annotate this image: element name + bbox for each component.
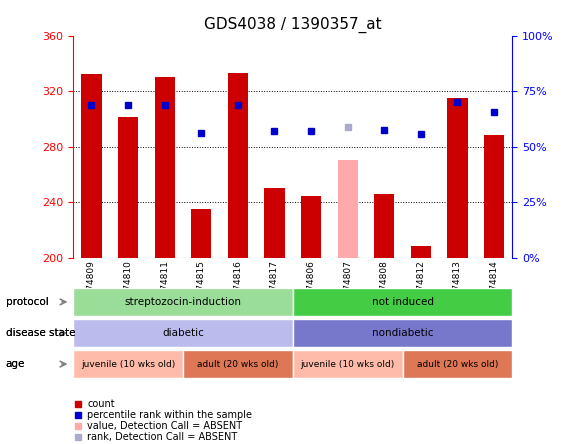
Bar [191,209,211,258]
Text: count: count [87,399,115,409]
Text: diabetic: diabetic [162,328,204,338]
Text: protocol: protocol [6,297,48,307]
Bar [411,246,431,258]
Bar [265,188,284,258]
Text: disease state: disease state [6,328,75,338]
Bar [484,135,504,258]
Text: rank, Detection Call = ABSENT: rank, Detection Call = ABSENT [87,432,238,442]
Text: percentile rank within the sample: percentile rank within the sample [87,410,252,420]
Text: juvenile (10 wks old): juvenile (10 wks old) [81,360,175,369]
FancyBboxPatch shape [293,319,512,347]
FancyBboxPatch shape [73,288,293,316]
Bar [448,98,467,258]
Text: not induced: not induced [372,297,434,307]
Bar [338,160,358,258]
FancyBboxPatch shape [73,319,293,347]
Bar [155,77,175,258]
Text: value, Detection Call = ABSENT: value, Detection Call = ABSENT [87,421,243,431]
FancyBboxPatch shape [403,350,512,378]
Bar [228,73,248,258]
Text: age: age [6,359,25,369]
Bar [301,196,321,258]
Text: adult (20 wks old): adult (20 wks old) [417,360,498,369]
FancyBboxPatch shape [73,350,183,378]
Text: age: age [6,359,25,369]
Bar [82,75,101,258]
FancyBboxPatch shape [293,288,512,316]
Text: nondiabetic: nondiabetic [372,328,434,338]
Text: juvenile (10 wks old): juvenile (10 wks old) [301,360,395,369]
FancyBboxPatch shape [293,350,403,378]
Text: adult (20 wks old): adult (20 wks old) [197,360,279,369]
Text: disease state: disease state [6,328,75,338]
Text: streptozocin-induction: streptozocin-induction [124,297,242,307]
Bar [118,117,138,258]
Title: GDS4038 / 1390357_at: GDS4038 / 1390357_at [204,16,382,33]
FancyBboxPatch shape [183,350,293,378]
Bar [374,194,394,258]
Text: protocol: protocol [6,297,48,307]
